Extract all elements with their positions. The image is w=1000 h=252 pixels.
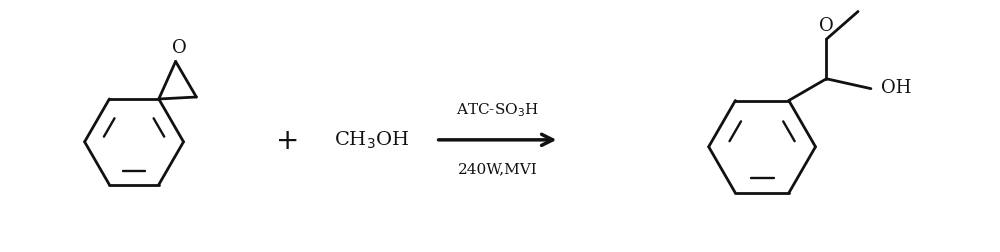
Text: O: O — [172, 39, 187, 57]
Text: 240W,MVI: 240W,MVI — [458, 162, 537, 176]
Text: ATC-SO$_3$H: ATC-SO$_3$H — [456, 101, 539, 119]
Text: +: + — [276, 126, 299, 154]
Text: OH: OH — [881, 78, 911, 96]
Text: O: O — [819, 17, 834, 35]
Text: CH$_3$OH: CH$_3$OH — [334, 130, 409, 151]
